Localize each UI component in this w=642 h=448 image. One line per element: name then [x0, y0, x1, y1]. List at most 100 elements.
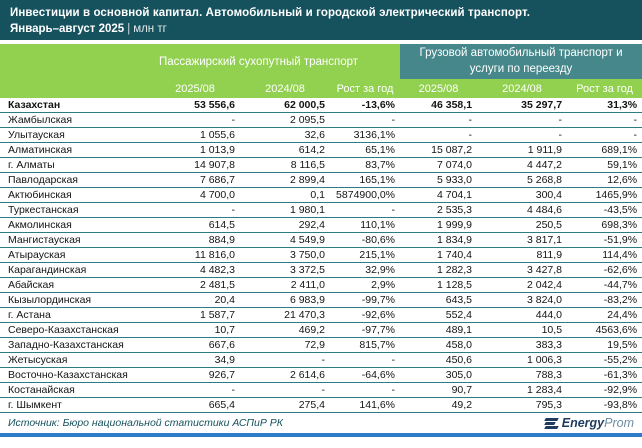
value-cell: 1 980,1 [289, 204, 325, 217]
region-cell: Актюбинская [8, 189, 72, 202]
table-body: Казахстан 53 556,6 62 000,5 -13,6% 46 358,1 3… [0, 98, 642, 413]
value-cell: 65,1% [365, 144, 396, 157]
region-cell: Жамбылская [8, 114, 73, 127]
value-cell: 11 816,0 [194, 249, 235, 262]
value-cell: 83,7% [365, 159, 396, 172]
value-cell: 12,6% [607, 174, 638, 187]
value-cell: 15 087,2 [431, 144, 473, 157]
value-cell: -44,7% [603, 279, 638, 292]
value-cell: 5874900,0% [336, 189, 396, 202]
value-cell: 4 484,6 [526, 204, 563, 217]
table-row: Мангистауская 884,9 4 549,9 -80,6% 1 834,9 3 … [0, 233, 642, 248]
value-cell: 458,0 [445, 339, 473, 352]
value-cell: -99,7% [361, 294, 396, 307]
value-cell: 1 587,7 [199, 309, 235, 322]
table-row: Карагандинская 4 482,3 3 372,5 32,9% 1 282,3… [0, 263, 642, 278]
value-cell: 114,4% [602, 249, 638, 262]
region-cell: г. Шымкент [8, 399, 62, 412]
value-cell: 3 427,8 [526, 264, 563, 277]
value-cell: 469,2 [298, 324, 325, 337]
source-note: Источник: Бюро национальной статистики А… [8, 417, 283, 430]
region-cell: Улытауская [8, 129, 65, 142]
value-cell: 1 013,9 [199, 144, 235, 157]
table-row: Восточно-Казахстанская 926,7 2 614,6 -64,6%… [0, 368, 642, 383]
sub-header-col: 2025/08 [150, 79, 240, 99]
region-cell: Туркестанская [8, 204, 79, 217]
region-cell: Акмолинская [8, 219, 72, 232]
page-subtitle: Январь–август 2025 | млн тг [10, 22, 632, 37]
value-cell: 2 899,4 [289, 174, 325, 187]
value-cell: 489,1 [445, 324, 473, 337]
region-cell: Жетысуская [8, 354, 68, 367]
value-cell: 31,3% [607, 99, 638, 112]
header-gap [0, 40, 642, 44]
value-cell: -43,5% [603, 204, 638, 217]
value-cell: 59,1% [607, 159, 638, 172]
table-row: г. Алматы 14 907,8 8 116,5 83,7% 7 074,0 4 44… [0, 158, 642, 173]
region-cell: г. Астана [8, 309, 51, 322]
sub-header-col: 2024/08 [240, 79, 330, 99]
value-cell: - [321, 384, 326, 397]
value-cell: 2 535,3 [436, 204, 473, 217]
value-cell: 250,5 [535, 219, 563, 232]
region-cell: Казахстан [8, 99, 61, 112]
sub-header-col: Рост за год [330, 79, 401, 99]
value-cell: -55,2% [603, 354, 638, 367]
value-cell: 5 933,0 [436, 174, 473, 187]
region-cell: Кызылординская [8, 294, 92, 307]
value-cell: 5 268,8 [526, 174, 563, 187]
value-cell: 10,5 [541, 324, 563, 337]
page-title: Инвестиции в основной капитал. Автомобил… [10, 7, 531, 19]
value-cell: 689,1% [601, 144, 638, 157]
value-cell: 4 447,2 [526, 159, 563, 172]
value-cell: 643,5 [445, 294, 473, 307]
value-cell: - [391, 114, 396, 127]
sub-header-col: 2024/08 [477, 79, 568, 99]
value-cell: - [231, 114, 236, 127]
value-cell: 3 372,5 [289, 264, 325, 277]
group-header-freight: Грузовой автомобильный транспорт и услуг… [400, 44, 642, 80]
value-cell: 20,4 [214, 294, 235, 307]
group-header-row: Пассажирский сухопутный транспорт Грузов… [0, 44, 642, 80]
value-cell: 72,9 [304, 339, 325, 352]
value-cell: - [391, 204, 396, 217]
table-row: Абайская 2 481,5 2 411,0 2,9% 1 128,5 2 042,4… [0, 278, 642, 293]
value-cell: 62 000,5 [284, 99, 325, 112]
value-cell: 4 704,1 [436, 189, 473, 202]
value-cell: 1 006,3 [526, 354, 563, 367]
table-row: Улытауская 1 055,6 32,6 3136,1% - - - [0, 128, 642, 143]
value-cell: 3 817,1 [526, 234, 563, 247]
region-cell: Алматинская [8, 144, 73, 157]
region-cell: Северо-Казахстанская [8, 324, 119, 337]
value-cell: -61,3% [603, 369, 638, 382]
table-row: Актюбинская 4 700,0 0,1 5874900,0% 4 704,1 30… [0, 188, 642, 203]
table-row: Северо-Казахстанская 10,7 469,2 -97,7% 489,1… [0, 323, 642, 338]
value-cell: 2 095,5 [289, 114, 325, 127]
value-cell: 667,6 [208, 339, 235, 352]
value-cell: 2 411,0 [290, 279, 325, 292]
table-row: Атырауская 11 816,0 3 750,0 215,1% 1 740,4 81… [0, 248, 642, 263]
table-row: Туркестанская - 1 980,1 - 2 535,3 4 484,6 -43,… [0, 203, 642, 218]
value-cell: 4563,6% [595, 324, 638, 337]
value-cell: 305,0 [445, 369, 473, 382]
energyprom-logo-icon [543, 417, 559, 429]
value-cell: 1 128,5 [436, 279, 473, 292]
value-cell: 815,7% [359, 339, 396, 352]
table-row: Акмолинская 614,5 292,4 110,1% 1 999,9 250,5 6… [0, 218, 642, 233]
value-cell: -62,6% [603, 264, 638, 277]
table-row: г. Шымкент 665,4 275,4 141,6% 49,2 795,3 -93,8… [0, 398, 642, 413]
value-cell: 7 074,0 [436, 159, 473, 172]
value-cell: 141,6% [359, 399, 396, 412]
value-cell: 1 834,9 [436, 234, 473, 247]
group-header-passenger: Пассажирский сухопутный транспорт [0, 44, 401, 80]
value-cell: - [231, 204, 236, 217]
value-cell: - [391, 384, 396, 397]
value-cell: - [558, 114, 563, 127]
value-cell: 383,3 [535, 339, 563, 352]
region-cell: Карагандинская [8, 264, 87, 277]
value-cell: -64,6% [361, 369, 396, 382]
value-cell: 1 999,9 [436, 219, 473, 232]
value-cell: 788,3 [535, 369, 563, 382]
value-cell: 21 470,3 [284, 309, 325, 322]
value-cell: - [391, 354, 396, 367]
